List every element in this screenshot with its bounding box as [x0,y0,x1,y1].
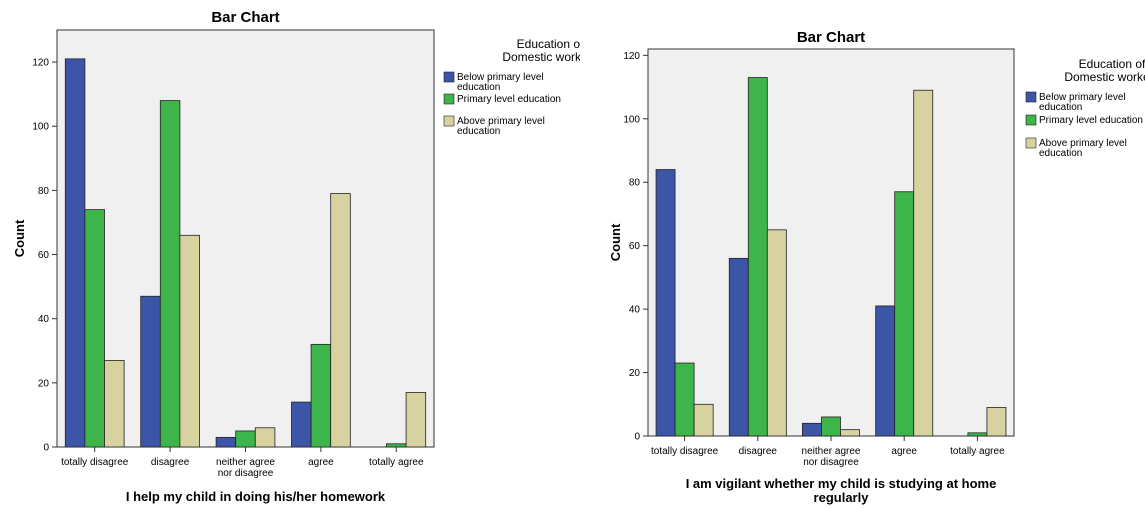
legend-label: education [1039,148,1082,159]
legend-label: Primary level education [1039,115,1143,126]
x-tick-label: disagree [739,446,778,457]
bar-above-primary [766,229,787,437]
bar-primary [159,100,181,448]
x-tick-label: totally disagree [61,457,129,468]
y-tick-label: 60 [38,250,50,261]
bar-chart-homework: Bar Chart 0 20 40 60 80 100 120 Count totally dis… [12,9,580,504]
y-axis-title: Count [12,219,27,257]
x-tick-label: neither agree [216,457,275,468]
y-tick-label: 0 [43,443,49,454]
bar-above-primary [330,193,351,448]
x-tick-label: totally disagree [651,446,719,457]
chart-title: Bar Chart [797,29,865,46]
x-tick-label: neither agree [802,446,861,457]
legend-label: Below primary level [1039,92,1126,103]
x-axis-title: regularly [814,490,870,505]
legend-title: Education of [517,37,580,51]
legend-label: Primary level education [457,94,561,105]
bar-above-primary [693,403,714,437]
bar-primary [967,432,988,437]
bar-chart-vigilant: Bar Chart 0 20 40 60 80 100 120 Count totally dis… [608,29,1145,505]
y-tick-label: 100 [32,122,49,133]
bar-below-primary [802,422,822,437]
x-axis-title: I help my child in doing his/her homewor… [126,489,386,504]
y-tick-label: 120 [623,51,640,62]
legend-label: Below primary level [457,72,544,83]
bar-below-primary [215,436,237,448]
x-tick-label: agree [308,457,334,468]
bar-primary [310,343,332,448]
chart-title: Bar Chart [211,9,279,26]
bar-primary [386,443,407,448]
bar-below-primary [64,58,86,448]
bar-primary [235,430,256,448]
legend-title: Education of [1079,57,1145,71]
x-tick-label: nor disagree [218,468,274,479]
legend-label: education [457,82,500,93]
legend-swatch [1025,114,1037,126]
y-tick-label: 80 [38,186,50,197]
bar-below-primary [140,295,161,448]
y-tick-label: 60 [629,241,641,252]
bar-above-primary [913,89,934,437]
bar-primary [894,191,915,437]
bar-primary [747,77,768,437]
x-tick-label: totally agree [369,457,424,468]
bar-primary [84,209,105,448]
bar-above-primary [104,359,125,448]
bar-above-primary [986,407,1007,437]
legend-swatch [1025,91,1037,103]
bar-above-primary [179,234,200,448]
bar-below-primary [655,169,676,437]
y-tick-label: 40 [629,305,641,316]
legend-swatch [1025,137,1037,149]
x-tick-label: nor disagree [803,457,859,468]
legend-label: education [457,126,500,137]
x-axis-title: I am vigilant whether my child is studyi… [686,476,997,491]
bar-primary [674,362,695,437]
x-tick-label: agree [891,446,917,457]
legend-label: Above primary level [1039,138,1127,149]
y-tick-label: 40 [38,314,50,325]
x-tick-label: disagree [151,457,190,468]
y-tick-label: 100 [623,114,640,125]
x-tick-label: totally agree [950,446,1005,457]
bar-below-primary [875,305,896,437]
legend-label: education [1039,102,1082,113]
legend-label: Above primary level [457,116,545,127]
y-tick-label: 120 [32,58,49,69]
bar-above-primary [254,427,276,448]
y-tick-label: 20 [629,368,641,379]
bar-above-primary [840,429,860,437]
y-tick-label: 0 [634,432,640,443]
legend-title: Domestic workers [502,50,580,64]
legend-swatch [443,93,455,105]
bar-below-primary [291,401,312,448]
plot-area [647,48,1015,437]
y-tick-label: 20 [38,378,50,389]
y-axis-title: Count [608,223,623,261]
legend-swatch [443,115,455,127]
y-tick-label: 80 [629,178,641,189]
bar-primary [821,416,841,437]
legend-swatch [443,71,455,83]
bar-below-primary [728,257,749,437]
bar-above-primary [405,392,427,448]
legend-title: Domestic workers [1064,70,1145,84]
